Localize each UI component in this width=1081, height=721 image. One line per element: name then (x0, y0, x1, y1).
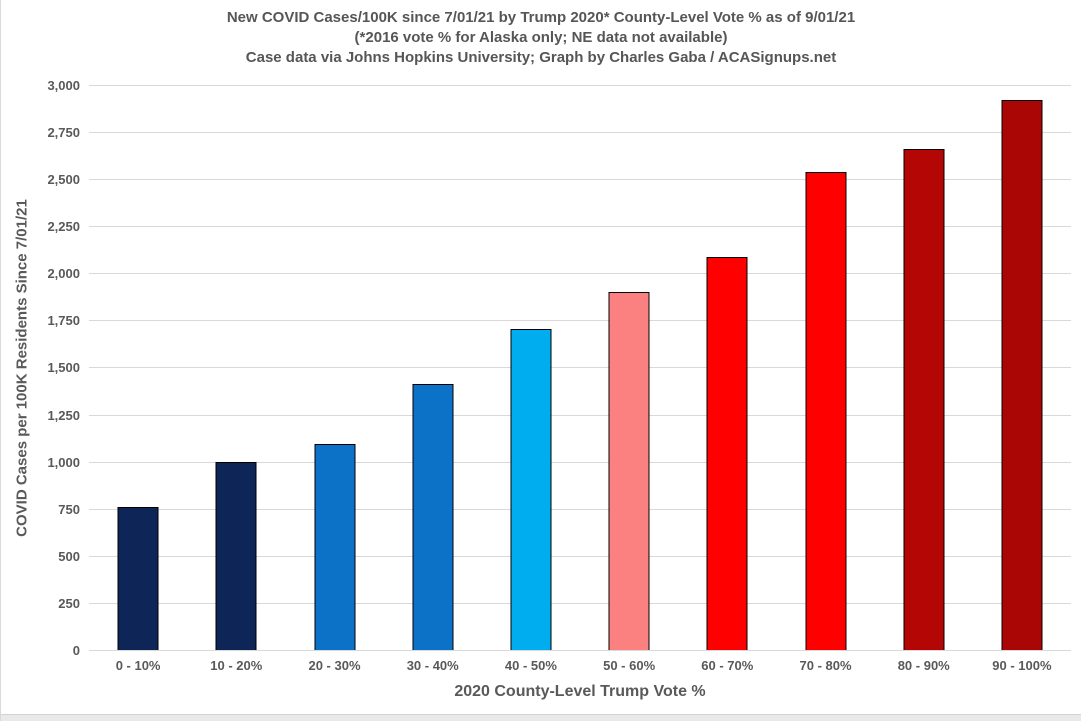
bar-slot (973, 85, 1071, 650)
x-tick-label: 90 - 100% (992, 658, 1052, 673)
chart-title-block: New COVID Cases/100K since 7/01/21 by Tr… (1, 8, 1081, 68)
y-tick-label: 1,750 (47, 313, 80, 328)
y-tick-label: 3,000 (47, 78, 80, 93)
bar-slot (187, 85, 285, 650)
bar-10-20% (215, 462, 257, 650)
y-tick-label: 2,750 (47, 125, 80, 140)
bar-slot (678, 85, 776, 650)
chart-title-line-2: (*2016 vote % for Alaska only; NE data n… (354, 29, 728, 46)
y-tick-label: 0 (72, 643, 80, 658)
y-tick-label: 250 (58, 596, 80, 611)
x-tick-label: 50 - 60% (603, 658, 656, 673)
y-tick-label: 1,000 (47, 455, 80, 470)
bars-layer (89, 85, 1071, 650)
chart-title-line-1: New COVID Cases/100K since 7/01/21 by Tr… (226, 9, 856, 26)
bar-30-40% (412, 384, 454, 650)
gridline (89, 650, 1071, 651)
x-tick-label: 40 - 50% (504, 658, 557, 673)
bar-40-50% (510, 329, 552, 650)
x-tick-label: 30 - 40% (406, 658, 459, 673)
y-tick-label: 2,000 (47, 266, 80, 281)
x-tick-label: 70 - 80% (799, 658, 852, 673)
y-axis-title-text: COVID Cases per 100K Residents Since 7/0… (13, 198, 31, 537)
bar-slot (580, 85, 678, 650)
x-tick-label: 80 - 90% (897, 658, 950, 673)
gridline (89, 556, 1071, 557)
gridline (89, 462, 1071, 463)
gridline (89, 603, 1071, 604)
gridline (89, 320, 1071, 321)
bar-slot (776, 85, 874, 650)
x-tick-label: 20 - 30% (308, 658, 361, 673)
gridline (89, 85, 1071, 86)
y-tick-label: 500 (58, 549, 80, 564)
bar-60-70% (706, 257, 748, 650)
bar-80-90% (903, 149, 945, 650)
window-bottom-edge (1, 714, 1081, 721)
plot-area (89, 85, 1071, 651)
gridline (89, 367, 1071, 368)
x-axis-labels: 0 - 10% 10 - 20% 20 - 30% 30 - 40% 40 - 50% 5… (89, 658, 1071, 673)
bar-20-30% (314, 444, 355, 650)
y-tick-label: 750 (58, 502, 80, 517)
gridline (89, 415, 1071, 416)
y-tick-label: 2,500 (47, 172, 80, 187)
bar-slot (89, 85, 187, 650)
bar-90-100% (1001, 100, 1043, 650)
bar-70-80% (805, 172, 847, 650)
bar-slot (384, 85, 482, 650)
gridline (89, 179, 1071, 180)
x-axis-title: 2020 County-Level Trump Vote % (454, 683, 706, 700)
y-axis-title: COVID Cases per 100K Residents Since 7/0… (11, 85, 33, 650)
gridline (89, 509, 1071, 510)
bar-slot (285, 85, 383, 650)
gridline (89, 132, 1071, 133)
x-tick-label: 60 - 70% (701, 658, 754, 673)
bar-slot (875, 85, 973, 650)
y-tick-label: 2,250 (47, 219, 80, 234)
gridline (89, 226, 1071, 227)
x-tick-label: 0 - 10% (115, 658, 161, 673)
gridline (89, 273, 1071, 274)
x-tick-label: 10 - 20% (210, 658, 263, 673)
y-tick-label: 1,250 (47, 408, 80, 423)
bar-0-10% (117, 507, 159, 650)
y-tick-label: 1,500 (47, 360, 80, 375)
bar-slot (482, 85, 580, 650)
chart-title-line-3: Case data via Johns Hopkins University; … (245, 49, 837, 66)
bar-50-60% (608, 292, 650, 650)
